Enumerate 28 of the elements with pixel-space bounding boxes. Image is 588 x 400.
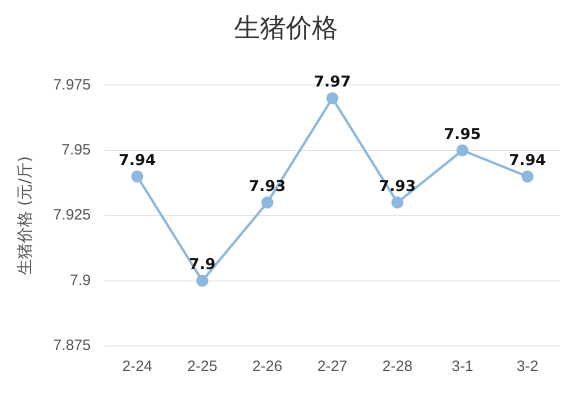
point xyxy=(261,196,274,209)
chart-title: 生猪价格 xyxy=(234,13,338,44)
y-tick-label: 7.975 xyxy=(53,76,91,94)
x-tick-label: 2-26 xyxy=(252,358,282,376)
x-tick-label: 3-2 xyxy=(516,358,538,376)
data-label: 7.93 xyxy=(378,176,416,195)
point xyxy=(326,92,338,104)
data-label: 7.97 xyxy=(314,72,351,91)
x-tick-label: 2-27 xyxy=(317,358,348,376)
data-label: 7.94 xyxy=(118,150,156,169)
point xyxy=(196,274,208,287)
x-tick-label: 2-24 xyxy=(122,358,152,376)
y-tick-label: 7.925 xyxy=(53,206,91,224)
data-label: 7.9 xyxy=(189,255,216,274)
data-label: 7.93 xyxy=(248,176,286,195)
point xyxy=(391,196,404,209)
y-tick-label: 7.95 xyxy=(62,142,91,159)
point xyxy=(456,144,468,156)
x-tick-label: 2-28 xyxy=(382,358,412,376)
y-tick-label: 7.875 xyxy=(53,337,91,354)
x-tick-label: 3-1 xyxy=(452,358,474,376)
point xyxy=(131,170,144,182)
data-label: 7.94 xyxy=(508,150,546,169)
x-tick-label: 2-25 xyxy=(187,358,218,376)
y-tick-label: 7.9 xyxy=(70,272,91,289)
point xyxy=(521,170,534,182)
y-axis-title: 生猪价格 (元/斤) xyxy=(14,156,34,276)
data-label: 7.95 xyxy=(444,124,481,143)
